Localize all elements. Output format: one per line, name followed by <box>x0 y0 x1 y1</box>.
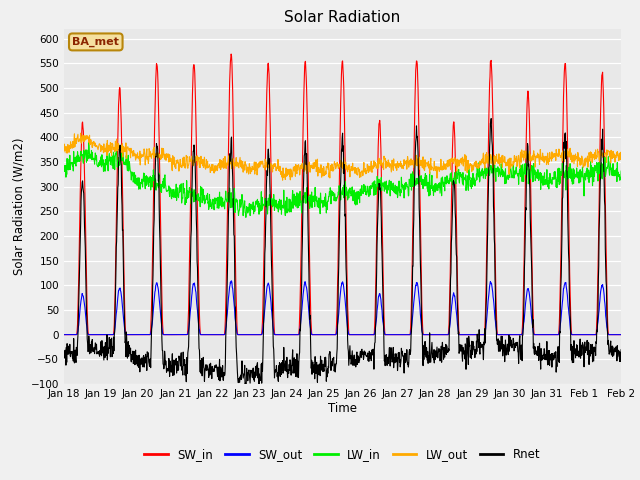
Rnet <box>60 348 68 354</box>
SW_out <box>335 311 342 317</box>
SW_in <box>60 332 68 337</box>
Rnet <box>153 144 161 150</box>
Title: Solar Radiation: Solar Radiation <box>284 10 401 25</box>
Text: BA_met: BA_met <box>72 37 119 47</box>
LW_in <box>154 181 161 187</box>
SW_out <box>60 332 68 337</box>
SW_out <box>346 332 354 337</box>
Rnet <box>502 349 509 355</box>
LW_in <box>589 183 596 189</box>
LW_in <box>85 139 93 145</box>
Line: LW_out: LW_out <box>64 133 640 335</box>
SW_in <box>153 62 161 68</box>
SW_in <box>502 332 509 337</box>
LW_in <box>60 166 68 171</box>
LW_out <box>60 149 68 155</box>
LW_out <box>77 130 84 136</box>
SW_out <box>502 332 509 337</box>
Rnet <box>487 116 495 121</box>
Rnet <box>346 343 354 348</box>
Legend: SW_in, SW_out, LW_in, LW_out, Rnet: SW_in, SW_out, LW_in, LW_out, Rnet <box>140 443 545 466</box>
Y-axis label: Solar Radiation (W/m2): Solar Radiation (W/m2) <box>12 138 25 275</box>
LW_out <box>346 174 354 180</box>
SW_out <box>589 332 596 337</box>
LW_out <box>502 160 509 166</box>
SW_out <box>228 278 236 284</box>
SW_in <box>335 217 342 223</box>
SW_out <box>153 280 161 286</box>
LW_out <box>335 165 342 171</box>
SW_in <box>227 51 235 57</box>
LW_out <box>589 156 596 162</box>
SW_in <box>346 332 354 337</box>
X-axis label: Time: Time <box>328 402 357 415</box>
Line: Rnet: Rnet <box>64 119 640 387</box>
LW_in <box>346 185 354 191</box>
Rnet <box>242 384 250 390</box>
Line: SW_in: SW_in <box>64 54 640 335</box>
Rnet <box>335 264 342 270</box>
LW_in <box>335 192 342 198</box>
Rnet <box>589 345 596 351</box>
LW_in <box>502 166 509 171</box>
Line: SW_out: SW_out <box>64 281 640 335</box>
Line: LW_in: LW_in <box>64 142 640 335</box>
LW_out <box>154 152 161 158</box>
SW_in <box>589 332 596 337</box>
